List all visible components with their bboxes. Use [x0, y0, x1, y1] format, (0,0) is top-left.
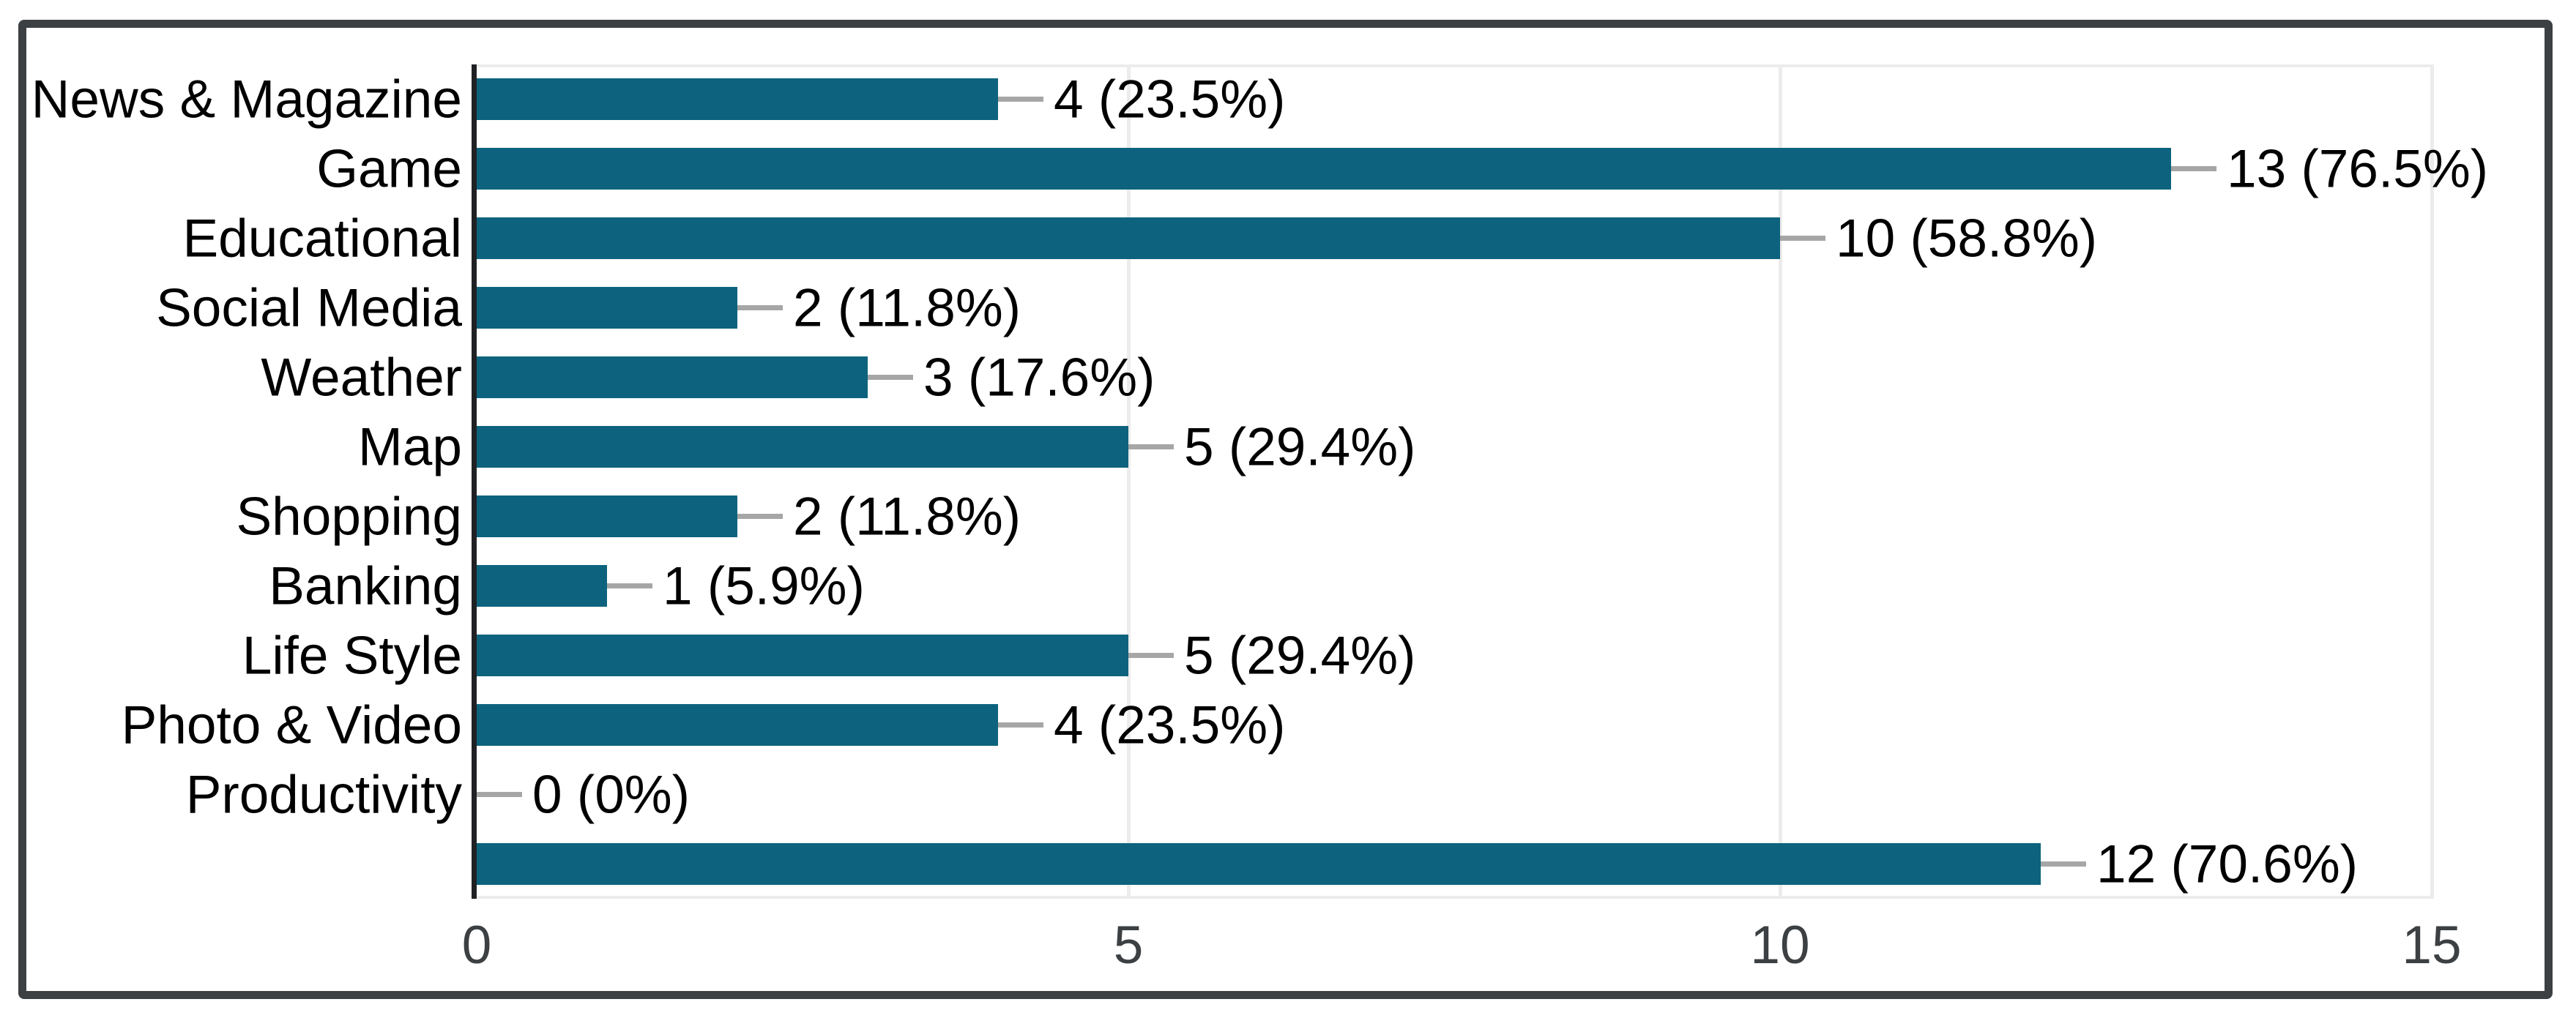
bar-value-label: 2 (11.8%) — [793, 278, 1021, 337]
category-label: Life Style — [242, 626, 462, 685]
category-label: Banking — [269, 556, 462, 616]
bar — [477, 148, 2171, 190]
category-label: Map — [357, 417, 462, 476]
bar-leader-line — [1128, 444, 1174, 449]
bar — [477, 565, 607, 607]
bar-leader-line — [477, 792, 522, 797]
bar-value-label: 5 (29.4%) — [1184, 417, 1416, 476]
bar-value-label: 1 (5.9%) — [663, 556, 865, 616]
bar-leader-line — [2041, 861, 2086, 867]
category-label: Game — [316, 139, 462, 198]
bar — [477, 287, 737, 329]
bar-value-label: 0 (0%) — [532, 765, 690, 824]
category-label: Photo & Video — [121, 695, 462, 755]
bar-leader-line — [737, 305, 783, 310]
x-tick-label: 15 — [2402, 916, 2462, 975]
category-label: Educational — [182, 209, 462, 268]
bar-leader-line — [868, 375, 913, 380]
x-gridline — [2430, 64, 2434, 899]
bar-value-label: 4 (23.5%) — [1054, 695, 1286, 755]
plot-area — [472, 64, 2434, 899]
bar-leader-line — [998, 722, 1043, 728]
x-tick-label: 5 — [1113, 916, 1144, 975]
bar-value-label: 3 (17.6%) — [923, 348, 1155, 407]
bar — [477, 635, 1128, 676]
bar — [477, 495, 737, 537]
bar-value-label: 13 (76.5%) — [2227, 139, 2489, 198]
plot-bottom-edge — [477, 896, 2432, 899]
bar — [477, 426, 1128, 468]
category-label: News & Magazine — [31, 70, 462, 129]
bar — [477, 78, 998, 120]
bar-value-label: 2 (11.8%) — [793, 487, 1021, 546]
category-label: Social Media — [156, 278, 462, 337]
category-label: Productivity — [185, 765, 462, 824]
bar — [477, 843, 2041, 885]
bar-value-label: 12 (70.6%) — [2096, 834, 2359, 894]
bar-leader-line — [998, 97, 1043, 102]
bar-value-label: 10 (58.8%) — [1836, 209, 2098, 268]
bar — [477, 704, 998, 746]
bar-leader-line — [1128, 653, 1174, 658]
category-label: Shopping — [236, 487, 462, 546]
chart-frame — [18, 20, 2553, 999]
y-axis-line — [472, 64, 477, 899]
bar-leader-line — [607, 583, 652, 588]
x-gridline — [1127, 64, 1131, 899]
x-tick-label: 10 — [1750, 916, 1810, 975]
bar-value-label: 4 (23.5%) — [1054, 70, 1286, 129]
bar-leader-line — [737, 514, 783, 519]
bar — [477, 217, 1780, 259]
category-label: Weather — [261, 348, 462, 407]
bar-leader-line — [1780, 236, 1825, 241]
bar — [477, 356, 868, 398]
x-tick-label: 0 — [461, 916, 492, 975]
bar-leader-line — [2171, 166, 2216, 171]
bar-value-label: 5 (29.4%) — [1184, 626, 1416, 685]
plot-top-edge — [477, 64, 2432, 67]
x-gridline — [1779, 64, 1782, 899]
